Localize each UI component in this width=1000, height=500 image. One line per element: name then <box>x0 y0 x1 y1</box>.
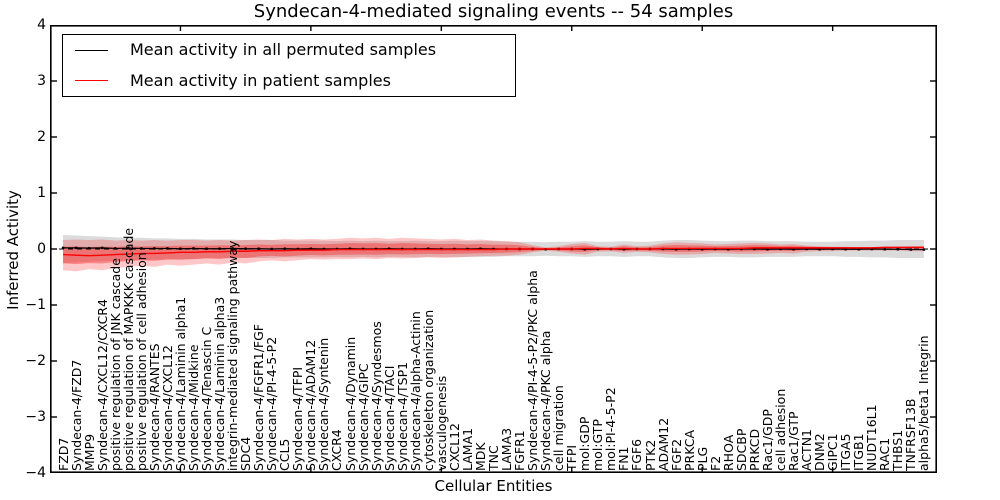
x-tick-label: FGF6 <box>629 438 645 471</box>
x-tick-label: RHOA <box>720 434 736 471</box>
x-tick-label: MMP9 <box>81 433 97 471</box>
x-tick-label: PLG <box>694 446 710 471</box>
x-tick-label: CXCL12 <box>446 423 462 471</box>
permuted-series-line-icon <box>75 49 108 51</box>
x-tick-label: FGF2 <box>668 438 684 471</box>
plot-area <box>50 25 937 473</box>
y-tick-label: −3 <box>25 409 46 425</box>
x-tick-label: Syndecan-4/alpha-Actinin <box>407 311 423 471</box>
legend: Mean activity in all permuted samples Me… <box>62 34 516 97</box>
x-tick-label: LAMA1 <box>459 427 475 471</box>
x-tick-label: PRKCD <box>746 428 762 471</box>
legend-label-patient: Mean activity in patient samples <box>130 70 391 90</box>
y-tick-label: 2 <box>37 129 46 145</box>
y-tick-label: 1 <box>37 185 46 201</box>
chart-title: Syndecan-4-mediated signaling events -- … <box>253 1 734 22</box>
x-tick-label: Rac1/GDP <box>759 409 775 471</box>
x-tick-label: Syndecan-4/TSP1 <box>394 361 410 471</box>
y-tick-label: −4 <box>25 465 46 481</box>
legend-item-permuted: Mean activity in all permuted samples <box>63 35 515 65</box>
legend-item-patient: Mean activity in patient samples <box>63 66 515 96</box>
y-tick-label: 4 <box>37 17 46 33</box>
x-tick-label: Syndecan-4/Laminin alpha1 <box>172 296 188 471</box>
x-tick-label: PRKCA <box>681 429 697 471</box>
x-tick-label: alpha5/beta1 Integrin <box>916 335 932 471</box>
x-tick-label: Syndecan-4/TACI <box>381 365 397 471</box>
x-tick-label: F2 <box>707 455 723 471</box>
x-tick-label: CXCR4 <box>329 429 345 471</box>
x-tick-label: SDCBP <box>733 428 749 471</box>
x-tick-label: Syndecan-4/FZD7 <box>68 359 84 471</box>
x-tick-label: Syndecan-4/GIPC <box>355 363 371 471</box>
x-tick-label: positive regulation of JNK cascade <box>107 258 123 471</box>
x-tick-label: positive regulation of MAPKKK cascade <box>120 227 136 471</box>
x-tick-label: Syndecan-4/CXCL12 <box>159 345 175 471</box>
y-tick-label: 3 <box>37 73 46 89</box>
x-tick-label: Syndecan-4/RANTES <box>146 343 162 471</box>
x-tick-label: Syndecan-4/CXCL12/CXCR4 <box>94 299 110 471</box>
legend-label-permuted: Mean activity in all permuted samples <box>130 40 437 60</box>
x-tick-label: Syndecan-4/Dynamin <box>342 336 358 471</box>
x-tick-label: positive regulation of cell adhesion <box>133 252 149 471</box>
y-tick-label: −1 <box>25 297 46 313</box>
x-tick-label: PTK2 <box>642 439 658 471</box>
x-axis-label: Cellular Entities <box>434 477 553 495</box>
x-tick-label: ADAM12 <box>655 417 671 471</box>
x-tick-label: MDK <box>472 442 488 471</box>
x-tick-label: Syndecan-4/Syndesmos <box>368 321 384 471</box>
x-tick-label: cytoskeleton organization <box>420 309 436 471</box>
x-tick-label: vasculogenesis <box>433 375 449 471</box>
patient-series-line-icon <box>75 80 108 82</box>
y-tick-label: −2 <box>25 353 46 369</box>
x-tick-label: FZD7 <box>55 437 71 471</box>
y-tick-label: 0 <box>37 241 46 257</box>
